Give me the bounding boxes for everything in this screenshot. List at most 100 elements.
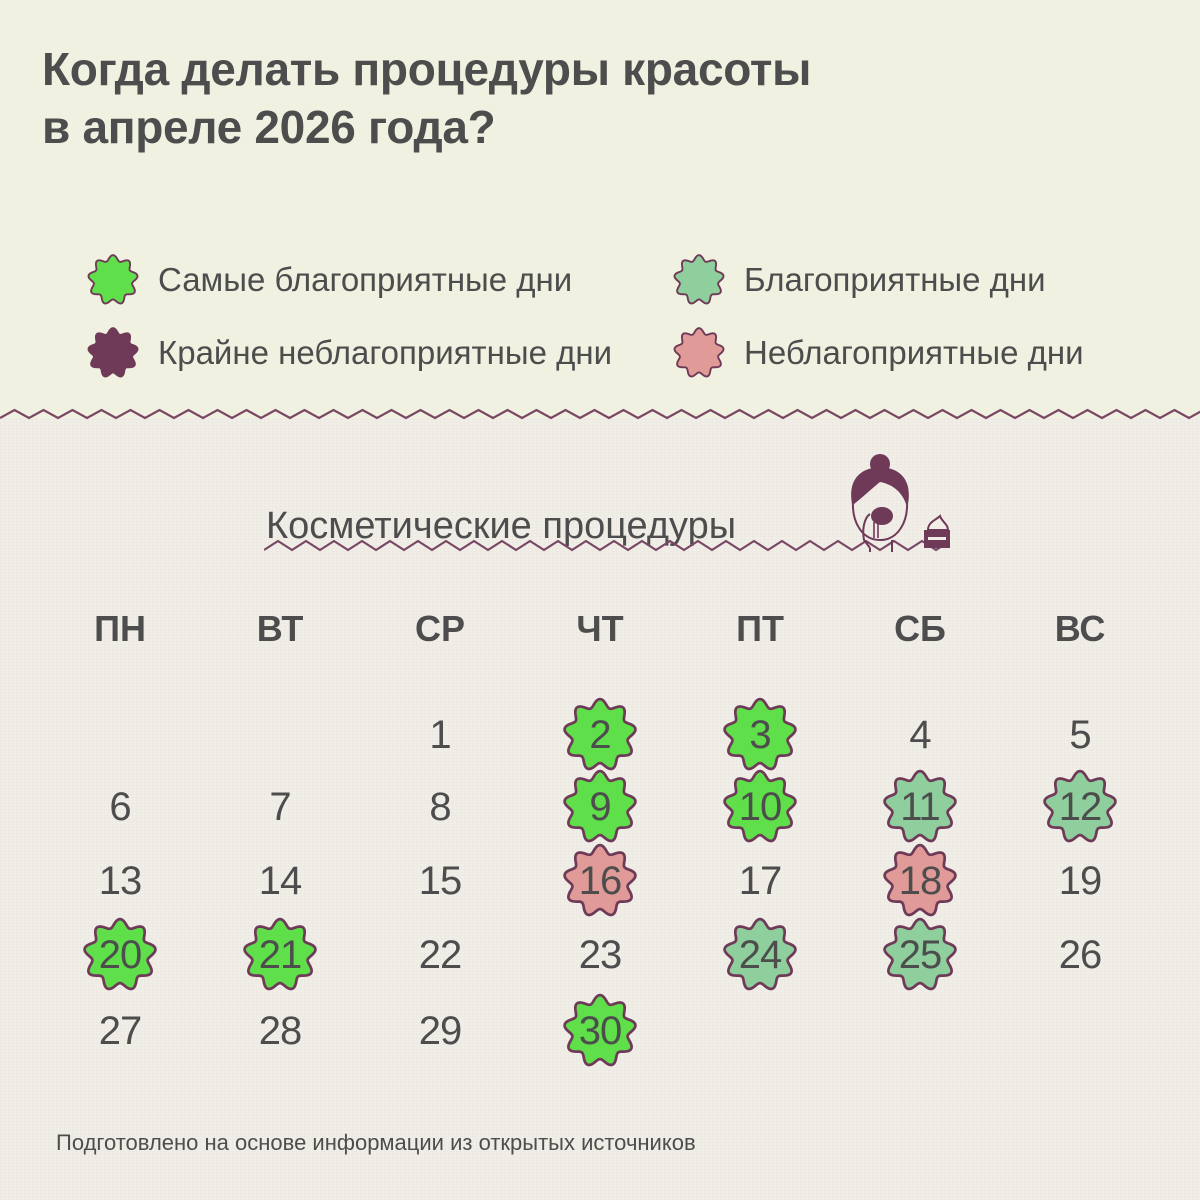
calendar-day-6: 6: [40, 770, 200, 844]
section-title: Косметические процедуры: [266, 505, 737, 547]
flower-badge-favorable-icon: [883, 769, 957, 843]
day-number: 26: [1058, 932, 1102, 977]
zigzag-underline: [264, 539, 944, 552]
weekday-wed: СР: [414, 608, 465, 649]
flower-badge-unfavorable-icon: [563, 843, 637, 917]
calendar-day-28: 28: [200, 994, 360, 1068]
calendar-day-12: 12: [1000, 769, 1160, 844]
calendar-day-25: 25: [840, 917, 1000, 992]
calendar-day-18: 18: [840, 843, 1000, 918]
calendar-day-7: 7: [200, 770, 360, 844]
weekday-sat: СБ: [894, 608, 946, 649]
legend-item-favorable: Благоприятные дни: [672, 252, 1046, 308]
calendar-day-23: 23: [520, 918, 680, 992]
calendar-grid: 1 2 3 4 5 6 7 8 9 10 11 12 13 14 15 16 17 18 19 20 21 22 23 24 2…: [40, 0, 1160, 1200]
flower-badge-favorable-icon: [723, 917, 797, 991]
flower-badge-most-favorable-icon: [723, 697, 797, 771]
weekday-header: ПН ВТ СР ЧТ ПТ СБ ВС: [40, 608, 1160, 658]
day-number: 21: [258, 932, 302, 977]
day-number: 14: [258, 858, 302, 903]
calendar-day-2: 2: [520, 697, 680, 772]
flower-badge-most-favorable-icon: [563, 769, 637, 843]
page-title: Когда делать процедуры красоты в апреле …: [42, 40, 1042, 156]
flower-badge-most-favorable-icon: [83, 917, 157, 991]
day-number: 9: [589, 784, 611, 829]
calendar-day-19: 19: [1000, 844, 1160, 918]
day-number: 10: [738, 784, 782, 829]
flower-badge-light-green-icon: [673, 254, 725, 305]
flower-badge-plum-icon: [87, 327, 139, 378]
calendar-day-10: 10: [680, 769, 840, 844]
calendar-day-27: 27: [40, 994, 200, 1068]
legend-label: Благоприятные дни: [744, 261, 1046, 298]
page-title-line-2: в апреле 2026 года?: [42, 101, 496, 153]
calendar-day-3: 3: [680, 697, 840, 772]
day-number: 28: [258, 1008, 302, 1053]
day-number: 12: [1058, 784, 1102, 829]
day-number: 18: [898, 858, 942, 903]
day-number: 11: [900, 784, 941, 829]
flower-badge-unfavorable-icon: [883, 843, 957, 917]
page-title-line-1: Когда делать процедуры красоты: [42, 43, 812, 95]
flower-badge-most-favorable-icon: [723, 769, 797, 843]
day-number: 7: [269, 784, 291, 829]
calendar-day-30: 30: [520, 993, 680, 1068]
flower-badge-bright-green-icon: [87, 254, 139, 305]
day-number: 16: [578, 858, 622, 903]
weekday-fri: ПТ: [736, 608, 784, 649]
legend-item-most-favorable: Самые благоприятные дни: [86, 252, 572, 308]
calendar-day-4: 4: [840, 698, 1000, 772]
legend: Самые благоприятные дни Благоприятные дн…: [86, 252, 1186, 392]
calendar-day-14: 14: [200, 844, 360, 918]
calendar-day-8: 8: [360, 770, 520, 844]
source-note: Подготовлено на основе информации из отк…: [56, 1130, 696, 1155]
calendar-day-15: 15: [360, 844, 520, 918]
day-number: 23: [578, 932, 622, 977]
legend-item-extremely-unfavorable: Крайне неблагоприятные дни: [86, 325, 612, 381]
flower-badge-pink-icon: [673, 327, 725, 378]
day-number: 1: [429, 712, 451, 757]
weekday-thu: ЧТ: [576, 608, 624, 649]
zigzag-divider: [0, 408, 1200, 420]
day-number: 19: [1058, 858, 1102, 903]
calendar-day-1: 1: [360, 698, 520, 772]
legend-label: Неблагоприятные дни: [744, 334, 1084, 371]
day-number: 25: [898, 932, 942, 977]
woman-skincare-icon: [851, 454, 950, 552]
weekday-tue: ВТ: [256, 608, 304, 649]
calendar-day-24: 24: [680, 917, 840, 992]
day-number: 4: [909, 712, 931, 757]
calendar-day-17: 17: [680, 844, 840, 918]
day-number: 22: [418, 932, 462, 977]
day-number: 20: [98, 932, 142, 977]
day-number: 5: [1069, 712, 1091, 757]
calendar-day-5: 5: [1000, 698, 1160, 772]
calendar-day-20: 20: [40, 917, 200, 992]
flower-badge-favorable-icon: [883, 917, 957, 991]
weekday-sun: ВС: [1054, 608, 1106, 649]
calendar-day-9: 9: [520, 769, 680, 844]
calendar-day-11: 11: [840, 769, 1000, 844]
flower-badge-most-favorable-icon: [243, 917, 317, 991]
day-number: 2: [589, 712, 611, 757]
calendar-day-13: 13: [40, 844, 200, 918]
day-number: 29: [418, 1008, 462, 1053]
day-number: 13: [98, 858, 142, 903]
legend-item-unfavorable: Неблагоприятные дни: [672, 325, 1084, 381]
calendar-day-22: 22: [360, 918, 520, 992]
flower-badge-favorable-icon: [1043, 769, 1117, 843]
day-number: 6: [109, 784, 131, 829]
day-number: 15: [418, 858, 462, 903]
day-number: 30: [578, 1008, 622, 1053]
legend-label: Самые благоприятные дни: [158, 261, 573, 298]
flower-badge-most-favorable-icon: [563, 697, 637, 771]
header-panel: [0, 0, 1200, 418]
day-number: 24: [738, 932, 782, 977]
day-number: 27: [98, 1008, 142, 1053]
weekday-mon: ПН: [94, 608, 146, 649]
calendar-day-26: 26: [1000, 918, 1160, 992]
calendar-day-21: 21: [200, 917, 360, 992]
calendar-day-16: 16: [520, 843, 680, 918]
calendar-day-29: 29: [360, 994, 520, 1068]
flower-badge-most-favorable-icon: [563, 993, 637, 1067]
